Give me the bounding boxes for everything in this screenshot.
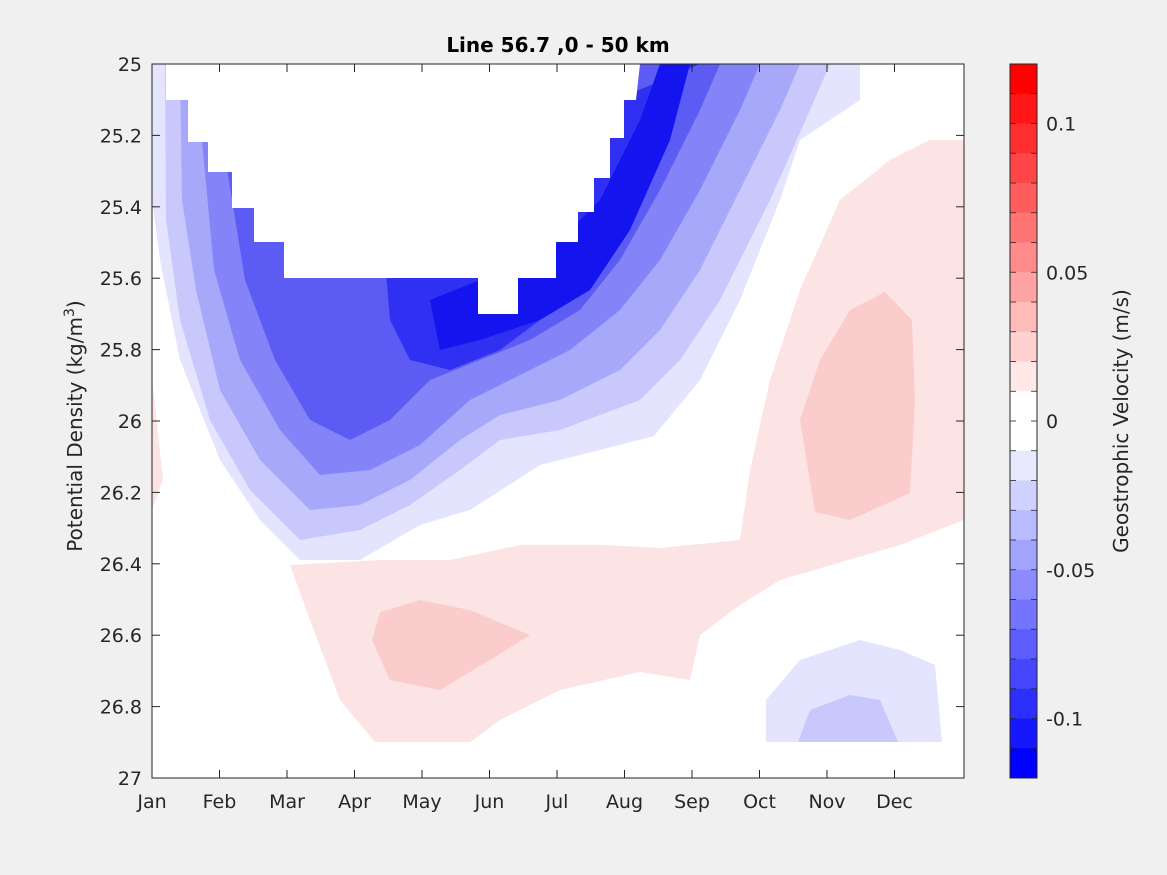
colorbar-segment (1010, 569, 1037, 600)
colorbar-segment (1010, 748, 1037, 779)
y-tick-label: 25.4 (100, 197, 142, 219)
colorbar-segment (1010, 302, 1037, 333)
y-axis-label: Potential Density (kg/m3) (62, 300, 87, 551)
y-tick-label: 26.8 (100, 697, 142, 719)
y-tick-label: 26.4 (100, 554, 142, 576)
colorbar-segment (1010, 659, 1037, 690)
undefined-region-right (955, 64, 964, 110)
colorbar-tick-label: 0.1 (1046, 114, 1076, 136)
contour-band-pos-1 (290, 140, 964, 742)
plot-area (151, 63, 965, 779)
colorbar-segment (1010, 93, 1037, 124)
x-tick-label: Dec (876, 791, 913, 813)
x-tick-label: Oct (743, 791, 776, 813)
colorbar-frame (1009, 63, 1038, 779)
x-tick-label: Jan (136, 791, 166, 813)
colorbar-segment (1010, 450, 1037, 481)
x-tick-label: Jul (545, 791, 569, 813)
y-tick-label: 25.8 (100, 340, 142, 362)
x-tick-label: Sep (674, 791, 710, 813)
y-tick-label: 25 (118, 54, 142, 76)
colorbar-tick-label: 0 (1046, 411, 1058, 433)
y-tick-label: 26.6 (100, 625, 142, 647)
colorbar-segment (1010, 212, 1037, 243)
chart-title: Line 56.7 ,0 - 50 km (446, 33, 669, 57)
colorbar-segment (1010, 242, 1037, 273)
colorbar-tick-label: 0.05 (1046, 262, 1088, 284)
undefined-region (152, 64, 640, 314)
colorbar-segment (1010, 64, 1037, 95)
colorbar-tick-label: -0.05 (1046, 560, 1095, 582)
y-tick-label: 26.2 (100, 482, 142, 504)
colorbar-segment (1010, 331, 1037, 362)
y-axis: 25 25.2 25.4 25.6 25.8 26 26.2 26.4 26.6 26.8 27 (100, 54, 964, 790)
y-tick-label: 26 (118, 411, 142, 433)
colorbar-segment (1010, 183, 1037, 214)
x-tick-label: Mar (269, 791, 305, 813)
x-tick-label: Aug (606, 791, 643, 813)
colorbar-label: Geostrophic Velocity (m/s) (1109, 289, 1133, 553)
contour-band-pos-3 (372, 600, 530, 690)
x-tick-label: Jun (474, 791, 505, 813)
x-tick-label: Nov (808, 791, 845, 813)
colorbar-segment (1010, 153, 1037, 184)
contour-field (152, 64, 964, 742)
x-tick-label: Feb (203, 791, 237, 813)
x-tick-label: May (402, 791, 441, 813)
colorbar-segment (1010, 718, 1037, 749)
y-tick-label: 25.6 (100, 268, 142, 290)
colorbar-segment (1010, 629, 1037, 660)
colorbar-segment (1010, 540, 1037, 571)
x-tick-label: Apr (338, 791, 371, 813)
x-axis: Jan Feb Mar Apr May Jun Jul Aug Sep Oct Nov Dec (136, 64, 913, 813)
contour-band-neg-deep-2 (798, 695, 898, 742)
colorbar-segment (1010, 688, 1037, 719)
colorbar-segment (1010, 510, 1037, 541)
colorbar-segment (1010, 361, 1037, 392)
colorbar-segment (1010, 421, 1037, 452)
y-tick-label: 27 (118, 768, 142, 790)
colorbar-tick-label: -0.1 (1046, 709, 1083, 731)
y-tick-label: 25.2 (100, 125, 142, 147)
contour-band-pos-2 (800, 292, 915, 520)
colorbar: 0.1 0.05 0 -0.05 -0.1 (1009, 63, 1095, 779)
colorbar-segment (1010, 272, 1037, 303)
contour-band-pos-1b (152, 378, 163, 510)
colorbar-segment (1010, 123, 1037, 154)
colorbar-segment (1010, 391, 1037, 422)
colorbar-segment (1010, 480, 1037, 511)
colorbar-segment (1010, 599, 1037, 630)
